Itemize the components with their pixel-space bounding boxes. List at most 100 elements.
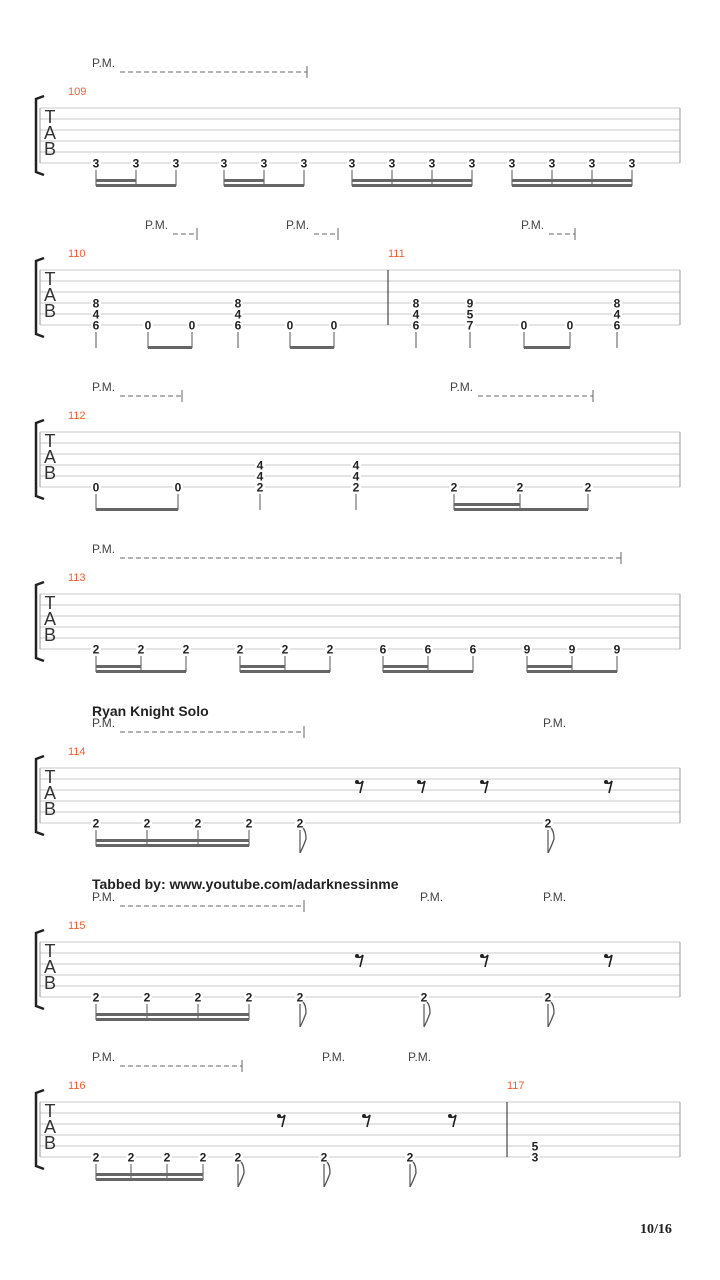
fret-number: 2 [257,481,264,495]
fret-number: 3 [173,157,180,171]
fret-background [143,319,153,330]
beam [96,184,176,187]
fret-background [547,157,557,168]
fret-background [233,297,243,308]
fret-background [543,991,553,1002]
eighth-rest-dot [480,780,484,784]
eighth-rest-dot [362,1114,366,1118]
palm-mute-label: P.M. [543,890,566,904]
fret-number: 4 [353,459,360,473]
fret-number: 2 [297,817,304,831]
fret-background [612,643,622,654]
fret-number: 2 [327,643,334,657]
beam [224,184,304,187]
eighth-rest-dot [355,954,359,958]
fret-number: 3 [221,157,228,171]
fret-number: 2 [235,1151,242,1165]
fret-number: 2 [138,643,145,657]
measure-number: 109 [68,86,86,98]
fret-background [465,297,475,308]
fret-background [519,319,529,330]
fret-background [131,157,141,168]
note-flag [547,827,555,854]
fret-number: 6 [235,319,242,333]
measure-number: 112 [68,410,86,422]
fret-number: 8 [93,297,100,311]
tab-clef-letter: A [44,1117,56,1137]
fret-number: 6 [93,319,100,333]
eighth-rest-dot [604,780,608,784]
fret-number: 5 [467,308,474,322]
tab-clef-letter: T [45,941,56,961]
fret-number: 3 [133,157,140,171]
fret-background [329,319,339,330]
page-number: 10/16 [640,1222,672,1237]
fret-background [173,481,183,492]
fret-number: 6 [614,319,621,333]
fret-background [411,297,421,308]
tab-clef-letter: T [45,431,56,451]
fret-background [91,157,101,168]
secondary-beam [454,503,520,506]
fret-number: 2 [545,817,552,831]
system-bracket [34,754,45,837]
fret-number: 3 [349,157,356,171]
fret-number: 0 [567,319,574,333]
fret-background [612,308,622,319]
tab-clef-letter: A [44,447,56,467]
note-flag [299,827,307,854]
fret-background [567,643,577,654]
fret-background [295,817,305,828]
tab-clef-letter: T [45,1101,56,1121]
fret-number: 2 [200,1151,207,1165]
fret-background [91,319,101,330]
fret-number: 6 [425,643,432,657]
note-flag [299,1001,307,1028]
fret-number: 6 [470,643,477,657]
eighth-rest-dot [448,1114,452,1118]
fret-number: 2 [585,481,592,495]
fret-background [91,308,101,319]
system-bracket [34,1088,45,1171]
system-bracket [34,94,45,177]
fret-background [280,643,290,654]
beam [512,184,632,187]
fret-number: 2 [407,1151,414,1165]
fret-background [612,297,622,308]
system-bracket [34,418,45,501]
fret-background [171,157,181,168]
fret-number: 3 [429,157,436,171]
fret-number: 8 [235,297,242,311]
fret-number: 6 [413,319,420,333]
beam [96,1178,203,1181]
secondary-beam [96,665,141,668]
fret-background [351,459,361,470]
measure-number: 115 [68,920,86,932]
tab-clef-letter: A [44,285,56,305]
fret-number: 5 [532,1140,539,1154]
fret-background [319,1151,329,1162]
fret-number: 6 [380,643,387,657]
fret-background [285,319,295,330]
fret-background [233,319,243,330]
system-bracket [34,928,45,1011]
secondary-beam [512,179,632,182]
fret-background [142,817,152,828]
fret-number: 0 [189,319,196,333]
measure-number: 110 [68,248,86,260]
fret-number: 3 [389,157,396,171]
fret-number: 2 [451,481,458,495]
fret-number: 9 [614,643,621,657]
palm-mute-label: P.M. [92,890,115,904]
fret-background [467,157,477,168]
beam [148,346,192,349]
fret-number: 3 [261,157,268,171]
fret-background [255,481,265,492]
fret-background [423,643,433,654]
fret-background [162,1151,172,1162]
secondary-beam [96,1173,203,1176]
fret-background [347,157,357,168]
fret-number: 2 [93,991,100,1005]
fret-number: 2 [93,1151,100,1165]
fret-number: 3 [629,157,636,171]
